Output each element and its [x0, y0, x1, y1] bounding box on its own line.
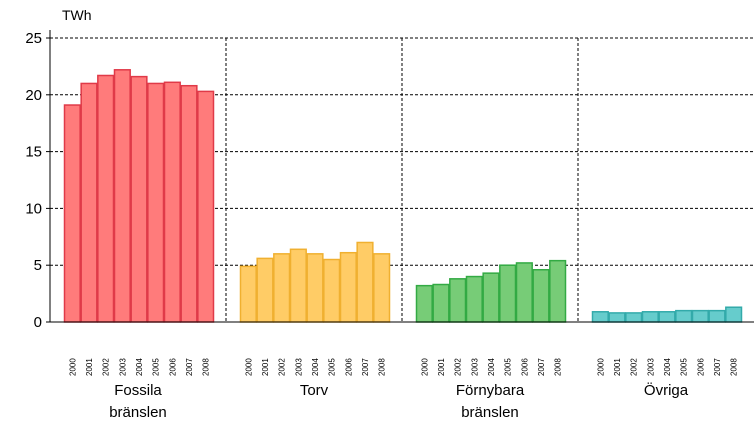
x-tick-label: 2000 — [68, 358, 77, 376]
bar — [708, 309, 726, 323]
bar — [625, 312, 643, 323]
group-label: Fossila bränslen — [109, 382, 167, 421]
x-tick-label: 2008 — [554, 358, 563, 376]
x-tick-label: 2005 — [680, 358, 689, 376]
y-tick-label: 5 — [34, 257, 42, 274]
x-tick-label: 2005 — [328, 358, 337, 376]
y-tick-label: 0 — [34, 314, 42, 331]
bar — [725, 306, 743, 323]
bar — [691, 309, 709, 323]
bar — [532, 268, 550, 323]
bar — [432, 283, 450, 323]
x-tick-label: 2002 — [454, 358, 463, 376]
x-tick-label: 2001 — [437, 358, 446, 376]
x-tick-label: 2000 — [244, 358, 253, 376]
x-tick-label: 2004 — [663, 358, 672, 376]
unit-label: TWh — [62, 7, 92, 23]
x-tick-label: 2008 — [730, 358, 739, 376]
x-tick-label: 2007 — [713, 358, 722, 376]
x-tick-label: 2006 — [168, 358, 177, 376]
bar — [306, 253, 324, 323]
x-tick-label: 2004 — [135, 358, 144, 376]
x-tick-label: 2007 — [537, 358, 546, 376]
bar — [373, 253, 391, 323]
bar — [180, 84, 198, 323]
x-tick-label: 2006 — [344, 358, 353, 376]
x-tick-label: 2006 — [520, 358, 529, 376]
bar — [675, 309, 693, 323]
x-tick-label: 2005 — [152, 358, 161, 376]
x-tick-label: 2008 — [378, 358, 387, 376]
x-tick-label: 2003 — [646, 358, 655, 376]
group-label: Övriga — [643, 382, 689, 399]
bar — [339, 251, 357, 323]
x-tick-label: 2001 — [613, 358, 622, 376]
bar — [591, 311, 609, 323]
bar — [549, 259, 567, 323]
x-tick-label: 2000 — [420, 358, 429, 376]
y-tick-label: 25 — [25, 30, 42, 47]
bar — [239, 265, 257, 323]
bar — [197, 90, 215, 323]
group-label: Förnybara bränslen — [455, 382, 525, 421]
bar — [449, 278, 467, 323]
x-tick-label: 2003 — [470, 358, 479, 376]
bar — [273, 253, 291, 323]
y-tick-label: 20 — [25, 87, 42, 104]
x-tick-label: 2002 — [102, 358, 111, 376]
bar — [465, 275, 483, 323]
y-tick-label: 15 — [25, 144, 42, 161]
x-tick-label: 2002 — [278, 358, 287, 376]
bar — [63, 104, 81, 323]
bar — [515, 262, 533, 323]
x-tick-label: 2004 — [311, 358, 320, 376]
bar — [147, 82, 165, 323]
bar — [323, 258, 341, 323]
bar — [97, 74, 115, 323]
bar — [256, 257, 274, 323]
x-tick-label: 2007 — [185, 358, 194, 376]
group-label: Torv — [299, 382, 329, 399]
x-tick-label: 2000 — [596, 358, 605, 376]
bar — [482, 272, 500, 323]
x-tick-label: 2003 — [294, 358, 303, 376]
y-tick-label: 10 — [25, 200, 42, 217]
x-tick-label: 2006 — [696, 358, 705, 376]
x-tick-label: 2008 — [202, 358, 211, 376]
bar — [163, 81, 181, 323]
x-tick-label: 2005 — [504, 358, 513, 376]
x-tick-label: 2003 — [118, 358, 127, 376]
bar — [641, 311, 659, 323]
bar — [130, 75, 148, 323]
bar — [658, 311, 676, 323]
bar — [608, 312, 626, 323]
bar — [113, 69, 131, 323]
bar — [415, 284, 433, 323]
x-tick-label: 2004 — [487, 358, 496, 376]
bar — [289, 248, 307, 323]
x-tick-label: 2002 — [630, 358, 639, 376]
bar — [80, 82, 98, 323]
bar — [356, 241, 374, 323]
x-tick-label: 2001 — [85, 358, 94, 376]
x-tick-label: 2007 — [361, 358, 370, 376]
bar — [499, 264, 517, 323]
x-tick-label: 2001 — [261, 358, 270, 376]
